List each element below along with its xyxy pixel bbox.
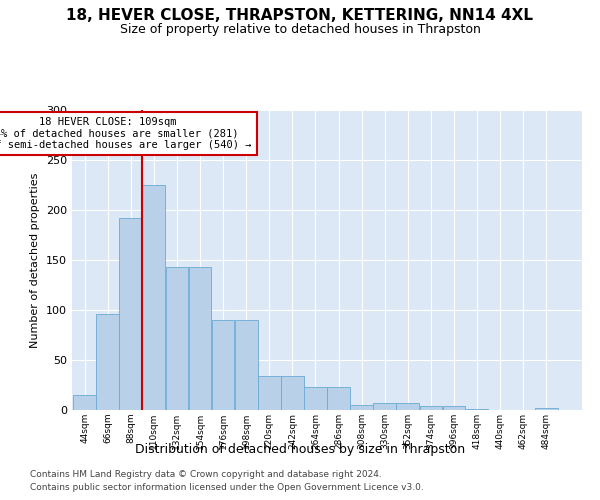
Text: Size of property relative to detached houses in Thrapston: Size of property relative to detached ho… — [119, 22, 481, 36]
Bar — [96, 314, 119, 410]
Bar — [235, 320, 257, 410]
Text: Contains HM Land Registry data © Crown copyright and database right 2024.: Contains HM Land Registry data © Crown c… — [30, 470, 382, 479]
Bar — [304, 387, 327, 410]
Bar — [73, 395, 96, 410]
Bar — [419, 406, 442, 410]
Text: 18 HEVER CLOSE: 109sqm
← 34% of detached houses are smaller (281)
65% of semi-de: 18 HEVER CLOSE: 109sqm ← 34% of detached… — [0, 117, 251, 150]
Bar — [258, 376, 281, 410]
Text: Distribution of detached houses by size in Thrapston: Distribution of detached houses by size … — [135, 442, 465, 456]
Bar — [443, 406, 466, 410]
Bar — [327, 387, 350, 410]
Bar — [281, 376, 304, 410]
Bar — [397, 403, 419, 410]
Bar — [373, 403, 396, 410]
Bar — [212, 320, 235, 410]
Bar — [142, 185, 165, 410]
Bar — [119, 218, 142, 410]
Y-axis label: Number of detached properties: Number of detached properties — [31, 172, 40, 348]
Bar — [350, 405, 373, 410]
Bar — [166, 267, 188, 410]
Bar — [188, 267, 211, 410]
Text: Contains public sector information licensed under the Open Government Licence v3: Contains public sector information licen… — [30, 482, 424, 492]
Text: 18, HEVER CLOSE, THRAPSTON, KETTERING, NN14 4XL: 18, HEVER CLOSE, THRAPSTON, KETTERING, N… — [67, 8, 533, 22]
Bar — [466, 409, 488, 410]
Bar — [535, 408, 558, 410]
